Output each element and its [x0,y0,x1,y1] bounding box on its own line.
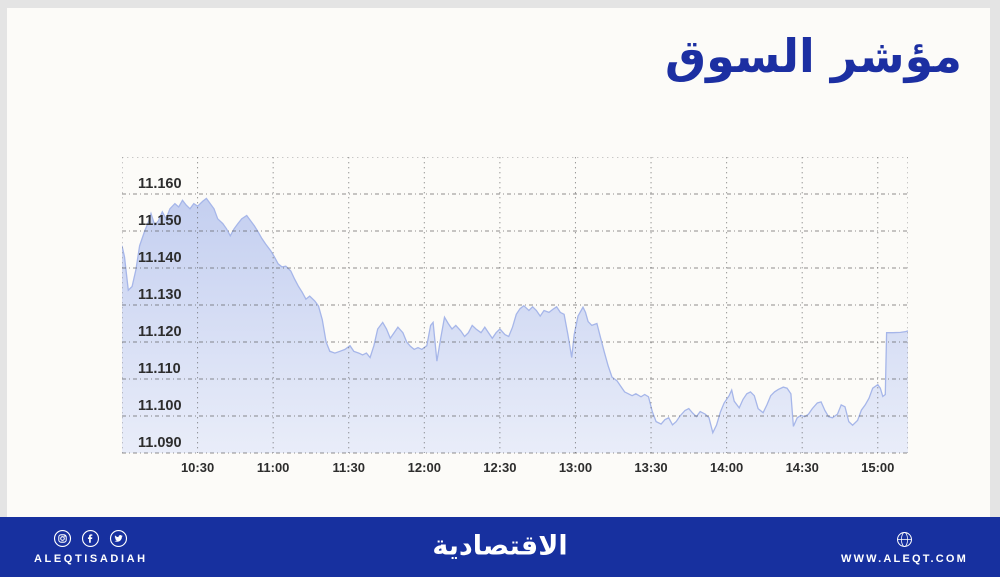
y-axis-label: 11.110 [138,361,181,377]
social-icons-row [53,529,128,548]
x-axis-label: 12:00 [408,460,441,475]
footer-website-block: WWW.ALEQT.COM [841,530,968,565]
y-axis-label: 11.160 [138,176,182,192]
y-axis-label: 11.120 [138,324,182,340]
frame-left [0,0,7,517]
x-axis-label: 15:00 [861,460,894,475]
x-axis-label: 11:00 [257,460,290,475]
index-area-fill [122,198,908,453]
footer-website-link[interactable]: WWW.ALEQT.COM [841,552,968,565]
market-index-chart: 11.090 11.100 11.110 11.120 11.130 11.140 11.1… [122,157,908,487]
footer-social-block: ALEQTISADIAH [34,529,148,565]
x-axis-label: 14:30 [786,460,819,475]
globe-icon[interactable] [895,530,914,549]
frame-top [0,0,1000,8]
frame-right [990,0,1000,517]
y-axis-label: 11.090 [138,435,182,451]
instagram-icon[interactable] [53,529,72,548]
x-axis-label: 10:30 [181,460,214,475]
footer-handle-label: ALEQTISADIAH [34,553,148,565]
index-line [122,197,908,435]
facebook-icon[interactable] [81,529,100,548]
x-axis-label: 12:30 [483,460,516,475]
footer-brand-logo: الاقتصادية [432,530,568,562]
x-axis-label: 13:00 [559,460,592,475]
y-axis-label: 11.140 [138,250,182,266]
twitter-icon[interactable] [109,529,128,548]
y-axis-label: 11.130 [138,287,182,303]
y-axis-label: 11.150 [138,213,182,229]
x-axis-label: 13:30 [634,460,667,475]
x-axis-label: 11:30 [332,460,365,475]
x-axis-label: 14:00 [710,460,743,475]
y-axis-label: 11.100 [138,398,182,414]
market-index-area-chart: 11.090 11.100 11.110 11.120 11.130 11.140 11.1… [122,157,908,475]
page-title: مؤشر السوق [664,29,962,83]
footer-bar: ALEQTISADIAH الاقتصادية WWW.ALEQT.COM [0,517,1000,577]
